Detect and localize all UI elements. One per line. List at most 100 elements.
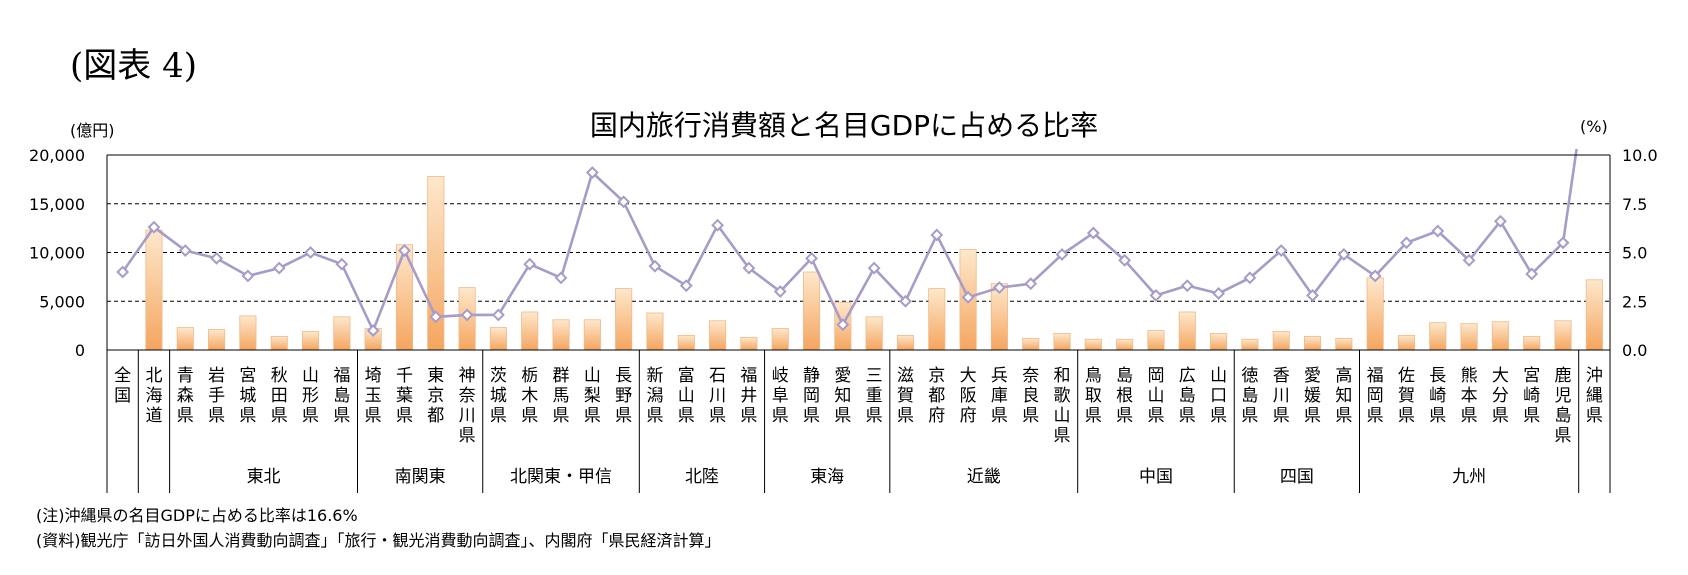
- region-label: 北陸: [685, 467, 719, 487]
- axis-layer: 0 5,000 10,000 15,000 20,000 0.0 2.5 5.0 7.5 10.0: [29, 146, 1658, 493]
- ratio-marker: [554, 271, 568, 285]
- bar: [1241, 338, 1259, 351]
- category-label-char: 木: [521, 386, 538, 406]
- bar: [1523, 335, 1541, 351]
- bar: [270, 335, 288, 351]
- category-label-char: 群: [553, 366, 570, 386]
- right-axis-tick-label: 5.0: [1622, 244, 1647, 263]
- bar: [552, 319, 570, 351]
- ratio-marker: [460, 308, 474, 322]
- bar: [1178, 311, 1196, 351]
- category-label-char: 川: [709, 386, 726, 406]
- ratio-marker: [648, 259, 662, 273]
- ratio-line: [121, 149, 1578, 334]
- category-label-char: 県: [1398, 406, 1415, 426]
- category-label-char: 県: [1116, 406, 1133, 426]
- bar: [1366, 277, 1384, 351]
- category-label-char: 県: [866, 406, 883, 426]
- category-label-char: 岡: [803, 386, 820, 406]
- notes: (注)沖縄県の名目GDPに占める比率は16.6% (資料)観光庁「訪日外国人消費…: [36, 503, 721, 553]
- category-label-char: 県: [740, 406, 757, 426]
- category-label-char: 三: [866, 366, 883, 386]
- ratio-marker: [742, 261, 756, 275]
- ratio-marker: [1400, 236, 1413, 250]
- category-label-char: 長: [1429, 366, 1446, 386]
- ratio-marker: [429, 310, 443, 324]
- category-label-char: 和: [1054, 366, 1071, 386]
- region-label: 東北: [247, 467, 281, 487]
- category-label-char: 山: [678, 386, 695, 406]
- ratio-marker: [1525, 267, 1539, 281]
- category-label-char: 府: [960, 406, 977, 426]
- category-label-char: 岡: [1367, 386, 1384, 406]
- category-label-char: 富: [678, 366, 695, 386]
- bar: [740, 336, 758, 351]
- category-label-char: 県: [1367, 406, 1384, 426]
- category-label-char: 崎: [1429, 386, 1446, 406]
- category-label-char: 大: [1492, 366, 1509, 386]
- category-label-char: 愛: [1304, 366, 1321, 386]
- category-label-char: 森: [177, 386, 194, 406]
- ratio-marker: [398, 244, 411, 257]
- category-label-char: 県: [1085, 406, 1102, 426]
- category-label-char: 県: [1273, 406, 1290, 426]
- category-label-char: 県: [396, 406, 413, 426]
- ratio-marker: [836, 318, 850, 332]
- category-label-char: 福: [333, 366, 350, 386]
- bar: [1585, 279, 1603, 351]
- category-label-char: 新: [646, 366, 663, 386]
- category-label-char: 葉: [396, 386, 413, 406]
- ratio-marker: [147, 220, 161, 234]
- category-label-char: 山: [1054, 406, 1071, 426]
- category-label-char: 山: [584, 366, 601, 386]
- category-label-char: 県: [302, 406, 319, 426]
- category-label-char: 県: [1492, 406, 1509, 426]
- category-label-char: 県: [1586, 406, 1603, 426]
- category-label-char: 児: [1555, 386, 1572, 406]
- category-label-char: 県: [208, 406, 225, 426]
- category-label-char: 県: [1304, 406, 1321, 426]
- category-label-char: 賀: [897, 386, 914, 406]
- bar: [1554, 320, 1572, 351]
- category-label-char: 県: [803, 406, 820, 426]
- category-label-char: 県: [991, 406, 1008, 426]
- category-label-char: 長: [615, 366, 632, 386]
- category-label-char: 県: [1555, 426, 1572, 446]
- left-axis-unit: (億円): [70, 121, 115, 140]
- ratio-marker: [679, 279, 693, 293]
- ratio-marker: [1556, 236, 1570, 250]
- bar: [208, 329, 226, 351]
- ratio-marker: [304, 246, 317, 259]
- category-label-char: 県: [1054, 426, 1071, 446]
- category-label-char: 媛: [1304, 386, 1321, 406]
- category-label-char: 山: [302, 366, 319, 386]
- category-label-char: 県: [584, 406, 601, 426]
- category-label-char: 知: [834, 386, 851, 406]
- category-label-char: 岡: [1147, 366, 1164, 386]
- left-axis-tick-label: 0: [75, 341, 85, 360]
- category-label-char: 茨: [490, 366, 507, 386]
- category-label-char: 重: [866, 386, 883, 406]
- right-axis-tick-label: 10.0: [1622, 146, 1658, 165]
- ratio-marker: [961, 290, 975, 304]
- bar: [301, 331, 320, 351]
- category-label-char: 奈: [459, 386, 476, 406]
- category-label-char: 野: [615, 386, 632, 406]
- ratio-marker: [805, 251, 818, 265]
- category-label-char: 香: [1273, 366, 1290, 386]
- bar: [928, 288, 946, 351]
- ratio-marker: [1212, 287, 1226, 300]
- bar: [1460, 323, 1478, 351]
- note-line: (資料)観光庁「訪日外国人消費動向調査」「旅行・観光消費動向調査」、内閣府「県民…: [36, 531, 721, 550]
- bar: [1491, 321, 1509, 351]
- bar: [583, 319, 601, 351]
- ratio-marker: [711, 218, 725, 232]
- ratio-marker: [867, 261, 881, 275]
- category-label-char: 静: [803, 366, 820, 386]
- category-label-char: 県: [521, 406, 538, 426]
- bar: [802, 271, 821, 351]
- ratio-marker: [335, 257, 349, 271]
- ratio-marker: [1243, 271, 1257, 285]
- left-axis-tick-label: 15,000: [29, 195, 85, 214]
